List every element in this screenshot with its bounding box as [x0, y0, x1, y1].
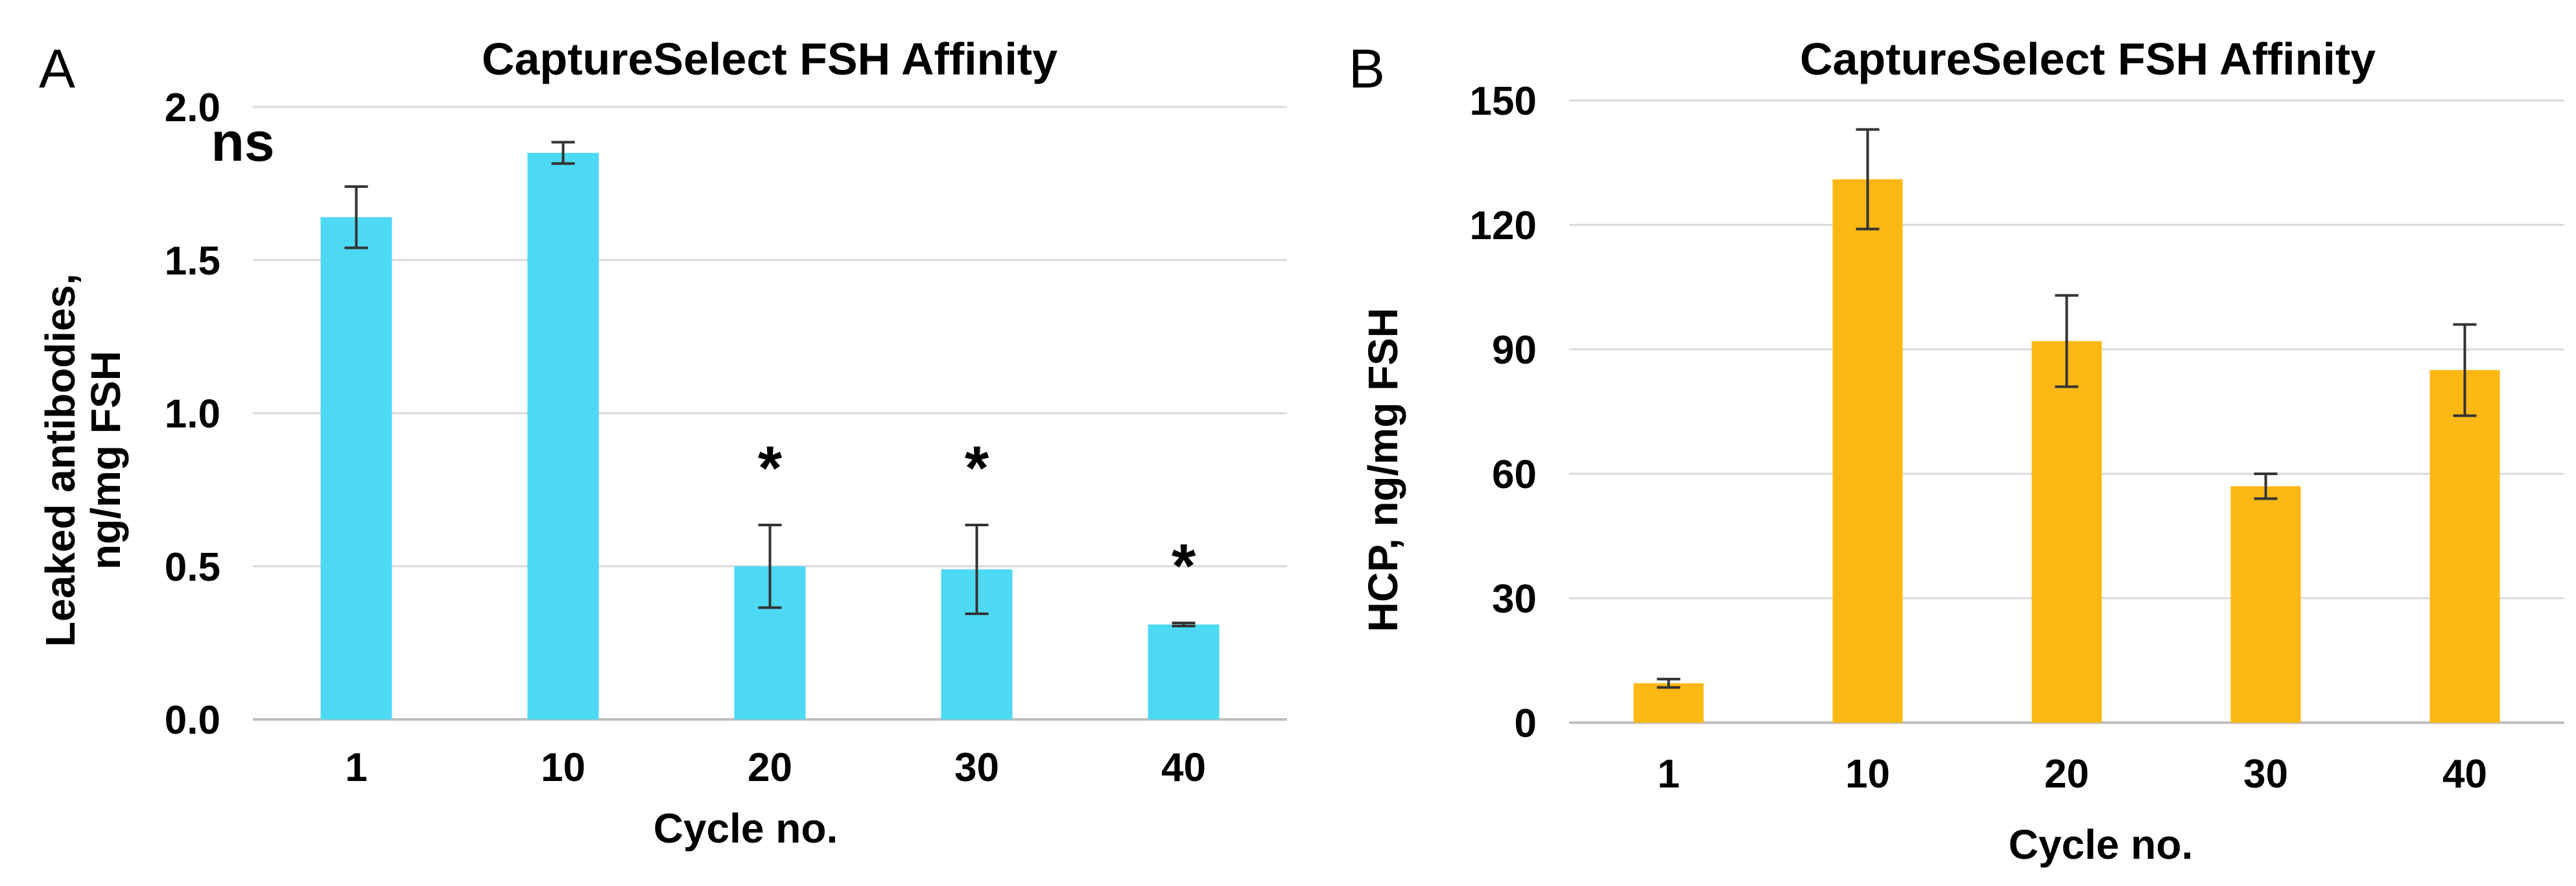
panel-b-error-bar — [1657, 677, 1681, 689]
panel-a-category-label: 20 — [748, 745, 792, 790]
panel-a-significance-annotation: * — [758, 434, 783, 503]
panel-a-bar — [1148, 624, 1220, 719]
panel-b-xlabel: Cycle no. — [2009, 821, 2193, 868]
panel-a-bar — [320, 217, 392, 720]
panel-b-ytick-label: 30 — [1492, 577, 1537, 622]
panel-b-letter: B — [1349, 38, 1385, 99]
panel-a-error-bar — [758, 523, 782, 609]
panel-b-error-bar — [1856, 128, 1880, 231]
panel-b-error-bar — [2453, 323, 2477, 417]
panel-a-ylabel-line2: ng/mg FSH — [82, 351, 129, 570]
panel-a-ytick-label: 2.0 — [165, 86, 220, 130]
panel-a-ylabel-line1: Leaked antibodies, — [37, 274, 84, 647]
panel-b-title: CaptureSelect FSH Affinity — [1800, 34, 2376, 84]
panel-a-ytick-label: 0.5 — [165, 545, 220, 590]
panel-a-ytick-label: 1.5 — [165, 239, 220, 283]
panel-b-bar — [2230, 486, 2301, 723]
panel-a-title: CaptureSelect FSH Affinity — [482, 34, 1058, 84]
panel-b-ytick-label: 150 — [1470, 79, 1537, 124]
panel-a-category-label: 10 — [541, 745, 585, 790]
panel-a-ytick-label: 1.0 — [165, 392, 220, 437]
panel-b-ytick-label: 60 — [1492, 452, 1537, 497]
panel-b-bar — [2429, 370, 2500, 723]
panel-b-category-label: 20 — [2044, 752, 2089, 797]
panel-a-error-bar — [1172, 622, 1196, 627]
panel-a-xlabel: Cycle no. — [654, 805, 838, 852]
panel-a: A CaptureSelect FSH Affinity Leaked anti… — [37, 34, 1287, 852]
panel-b-bar — [2031, 341, 2102, 723]
panel-a-category-label: 30 — [954, 745, 999, 790]
panel-b-ylabel: HCP, ng/mg FSH — [1360, 308, 1406, 632]
panel-a-category-label: 1 — [345, 745, 367, 790]
panel-a-error-bar — [551, 141, 575, 165]
panel-b-category-label: 30 — [2243, 752, 2288, 797]
panel-b-ytick-label: 0 — [1515, 701, 1537, 746]
panel-b-error-bar — [2055, 294, 2079, 388]
panel-b: B CaptureSelect FSH Affinity HCP, ng/mg … — [1349, 34, 2564, 868]
panel-a-significance-annotation: * — [965, 434, 989, 503]
panel-b-category-label: 10 — [1845, 752, 1890, 797]
panel-a-significance-annotation: ns — [211, 111, 274, 172]
panel-a-error-bar — [344, 185, 368, 250]
panel-a-category-label: 40 — [1161, 745, 1206, 790]
panel-b-error-bar — [2254, 472, 2278, 500]
panel-a-error-bar — [965, 523, 989, 615]
panel-a-ytick-label: 0.0 — [165, 698, 220, 743]
panel-b-ytick-label: 90 — [1492, 328, 1537, 373]
panel-a-letter: A — [39, 38, 75, 99]
panel-b-bar — [1832, 179, 1903, 723]
panel-b-category-label: 40 — [2442, 752, 2487, 797]
panel-a-bar — [527, 152, 599, 719]
panel-b-category-label: 1 — [1657, 752, 1679, 797]
panel-b-bar — [1633, 683, 1704, 723]
panel-a-significance-annotation: * — [1172, 531, 1196, 601]
panel-b-ytick-label: 120 — [1470, 204, 1537, 248]
